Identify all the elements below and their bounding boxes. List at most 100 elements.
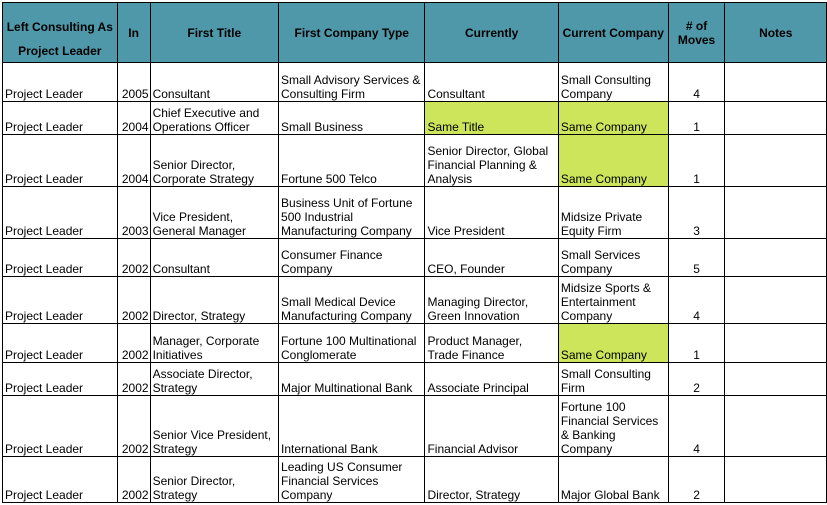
cell-moves: 4 xyxy=(667,276,726,324)
cell-notes xyxy=(724,238,827,277)
cell-first-company-type: Major Multinational Bank xyxy=(278,362,426,396)
cell-currently: Product Manager, Trade Finance xyxy=(424,323,559,363)
header-current-company: Current Company xyxy=(557,2,669,63)
cell-year: 2005 xyxy=(116,62,151,102)
cell-current-company: Same Company xyxy=(557,134,669,187)
header-in: In xyxy=(116,2,151,63)
cell-moves: 5 xyxy=(667,238,726,277)
cell-role: Project Leader xyxy=(2,456,118,503)
cell-role: Project Leader xyxy=(2,323,118,363)
cell-first-title: Senior Director, Strategy xyxy=(149,456,280,503)
cell-year: 2004 xyxy=(116,134,151,187)
cell-notes xyxy=(724,395,827,457)
cell-year: 2002 xyxy=(116,362,151,396)
cell-first-title: Director, Strategy xyxy=(149,276,280,324)
cell-notes xyxy=(724,362,827,396)
table-row: Project Leader 2002 Manager, Corporate I… xyxy=(2,323,827,363)
cell-notes xyxy=(724,134,827,187)
cell-moves: 4 xyxy=(667,395,726,457)
cell-current-company: Midsize Private Equity Firm xyxy=(557,186,669,239)
cell-first-title: Consultant xyxy=(149,238,280,277)
header-currently: Currently xyxy=(424,2,559,63)
cell-first-company-type: Small Medical Device Manufacturing Compa… xyxy=(278,276,426,324)
cell-current-company: Small Services Company xyxy=(557,238,669,277)
cell-currently: Director, Strategy xyxy=(424,456,559,503)
cell-year: 2003 xyxy=(116,186,151,239)
cell-first-company-type: Fortune 500 Telco xyxy=(278,134,426,187)
cell-current-company: Major Global Bank xyxy=(557,456,669,503)
cell-year: 2002 xyxy=(116,238,151,277)
cell-first-company-type: Consumer Finance Company xyxy=(278,238,426,277)
cell-first-company-type: Leading US Consumer Financial Services C… xyxy=(278,456,426,503)
cell-first-company-type: International Bank xyxy=(278,395,426,457)
header-notes: Notes xyxy=(724,2,827,63)
cell-first-title: Vice President, General Manager xyxy=(149,186,280,239)
cell-role: Project Leader xyxy=(2,276,118,324)
table-row: Project Leader 2002 Senior Director, Str… xyxy=(2,456,827,503)
cell-first-title: Chief Executive and Operations Officer xyxy=(149,101,280,135)
cell-current-company: Fortune 100 Financial Services & Banking… xyxy=(557,395,669,457)
cell-first-company-type: Small Business xyxy=(278,101,426,135)
cell-role: Project Leader xyxy=(2,134,118,187)
cell-currently: Associate Principal xyxy=(424,362,559,396)
table-row: Project Leader 2005 Consultant Small Adv… xyxy=(2,62,827,102)
cell-notes xyxy=(724,276,827,324)
cell-current-company: Midsize Sports & Entertainment Company xyxy=(557,276,669,324)
cell-notes xyxy=(724,456,827,503)
table-row: Project Leader 2004 Chief Executive and … xyxy=(2,101,827,135)
cell-notes xyxy=(724,62,827,102)
table-row: Project Leader 2002 Director, Strategy S… xyxy=(2,276,827,324)
cell-moves: 2 xyxy=(667,362,726,396)
header-left-consulting-as: Left Consulting As Project Leader xyxy=(2,2,118,63)
cell-notes xyxy=(724,101,827,135)
cell-currently: CEO, Founder xyxy=(424,238,559,277)
cell-currently: Financial Advisor xyxy=(424,395,559,457)
header-moves: # of Moves xyxy=(667,2,726,63)
table-row: Project Leader 2003 Vice President, Gene… xyxy=(2,186,827,239)
cell-role: Project Leader xyxy=(2,238,118,277)
cell-first-company-type: Small Advisory Services & Consulting Fir… xyxy=(278,62,426,102)
cell-year: 2004 xyxy=(116,101,151,135)
cell-year: 2002 xyxy=(116,323,151,363)
table-row: Project Leader 2002 Associate Director, … xyxy=(2,362,827,396)
table-row: Project Leader 2004 Senior Director, Cor… xyxy=(2,134,827,187)
cell-currently: Managing Director, Green Innovation xyxy=(424,276,559,324)
cell-role: Project Leader xyxy=(2,395,118,457)
cell-year: 2002 xyxy=(116,456,151,503)
header-left-consulting-as-line1: Left Consulting As xyxy=(6,20,113,34)
cell-role: Project Leader xyxy=(2,101,118,135)
cell-notes xyxy=(724,323,827,363)
cell-moves: 1 xyxy=(667,134,726,187)
cell-role: Project Leader xyxy=(2,62,118,102)
cell-current-company: Small Consulting Company xyxy=(557,62,669,102)
cell-moves: 1 xyxy=(667,323,726,363)
cell-current-company: Small Consulting Firm xyxy=(557,362,669,396)
cell-currently: Vice President xyxy=(424,186,559,239)
cell-moves: 4 xyxy=(667,62,726,102)
cell-first-title: Consultant xyxy=(149,62,280,102)
header-left-consulting-as-line2: Project Leader xyxy=(18,44,102,58)
cell-role: Project Leader xyxy=(2,362,118,396)
header-first-title: First Title xyxy=(149,2,280,63)
cell-moves: 2 xyxy=(667,456,726,503)
header-first-company-type: First Company Type xyxy=(278,2,426,63)
table-row: Project Leader 2002 Consultant Consumer … xyxy=(2,238,827,277)
cell-first-title: Associate Director, Strategy xyxy=(149,362,280,396)
cell-moves: 1 xyxy=(667,101,726,135)
cell-first-title: Senior Director, Corporate Strategy xyxy=(149,134,280,187)
cell-first-title: Manager, Corporate Initiatives xyxy=(149,323,280,363)
cell-first-company-type: Business Unit of Fortune 500 Industrial … xyxy=(278,186,426,239)
cell-year: 2002 xyxy=(116,276,151,324)
cell-role: Project Leader xyxy=(2,186,118,239)
cell-currently: Consultant xyxy=(424,62,559,102)
cell-first-company-type: Fortune 100 Multinational Conglomerate xyxy=(278,323,426,363)
cell-notes xyxy=(724,186,827,239)
cell-current-company: Same Company xyxy=(557,101,669,135)
header-row: Left Consulting As Project Leader In Fir… xyxy=(2,2,827,63)
cell-currently: Same Title xyxy=(424,101,559,135)
cell-year: 2002 xyxy=(116,395,151,457)
table-row: Project Leader 2002 Senior Vice Presiden… xyxy=(2,395,827,457)
cell-currently: Senior Director, Global Financial Planni… xyxy=(424,134,559,187)
cell-moves: 3 xyxy=(667,186,726,239)
